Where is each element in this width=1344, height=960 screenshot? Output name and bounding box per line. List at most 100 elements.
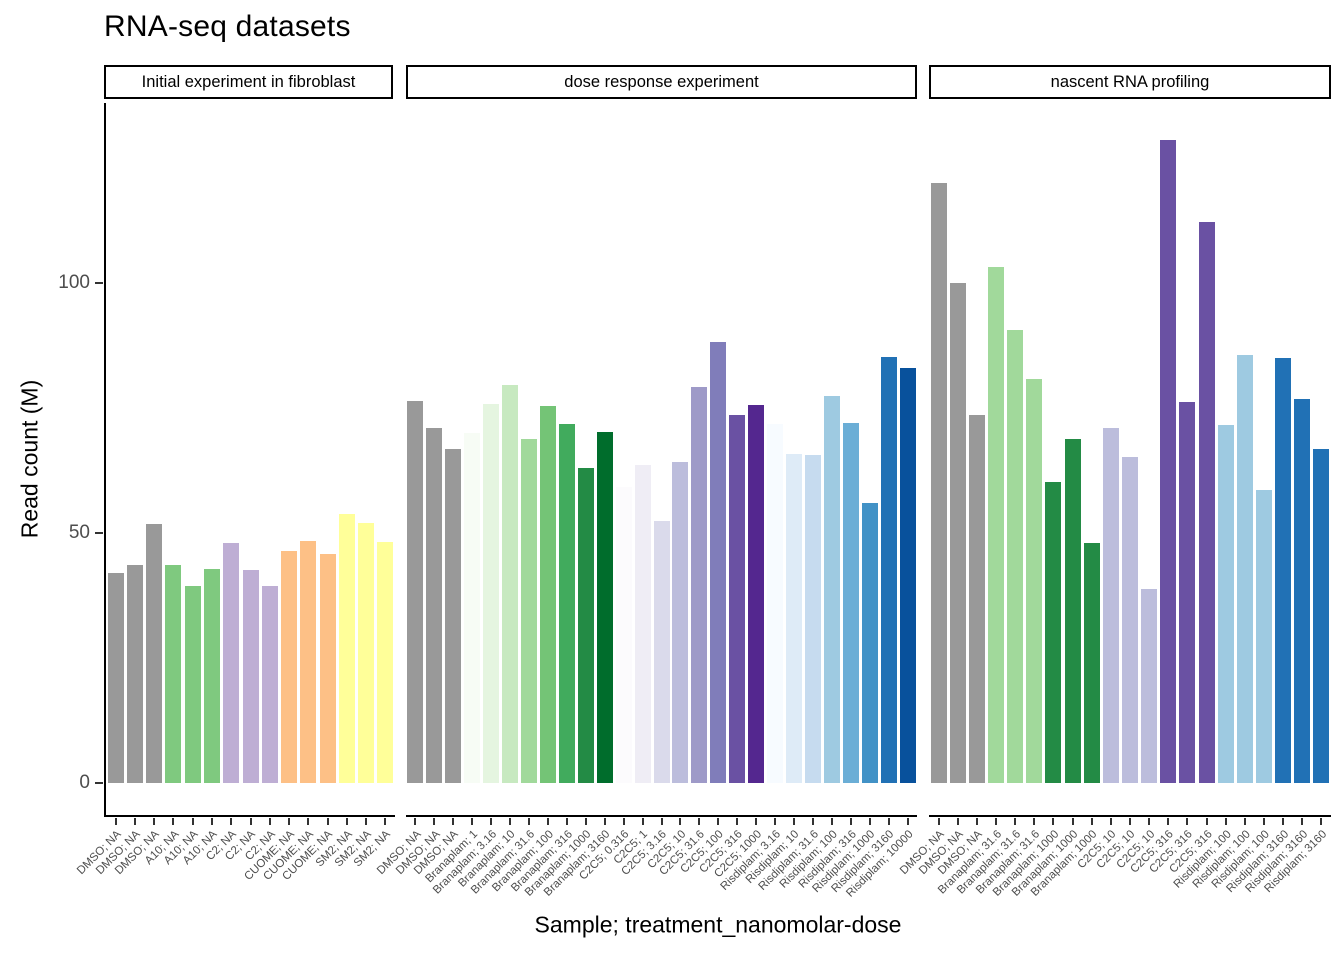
x-axis-tick: [1282, 818, 1285, 825]
bar: [223, 542, 240, 783]
x-axis-tick: [1263, 818, 1265, 825]
x-axis-tick: [509, 818, 512, 825]
facet-strip: dose response experiment: [406, 65, 917, 99]
bar: [1179, 402, 1196, 783]
bar: [1294, 399, 1311, 783]
bar: [729, 414, 746, 783]
bar: [502, 385, 519, 783]
x-axis-tick: [830, 818, 833, 825]
bar: [407, 401, 424, 783]
bar: [596, 431, 613, 783]
x-axis-tick: [887, 818, 890, 825]
bar: [577, 467, 594, 783]
facet-strip-label: nascent RNA profiling: [1050, 72, 1210, 91]
bar: [1160, 140, 1177, 783]
x-axis-tick: [679, 818, 682, 825]
bar: [1045, 481, 1062, 783]
bar: [1275, 357, 1292, 783]
x-axis-tick: [1301, 818, 1304, 825]
x-axis-title: Sample; treatment_nanomolar-dose: [534, 911, 902, 938]
x-axis-tick: [811, 818, 814, 825]
bar: [1256, 490, 1272, 783]
x-axis-tick: [849, 818, 852, 825]
x-axis-tick: [433, 818, 436, 825]
x-axis-tick: [660, 818, 663, 825]
x-axis-tick: [365, 818, 368, 825]
bar: [1026, 379, 1043, 783]
y-axis-tick: [95, 782, 103, 784]
x-axis-tick: [1148, 818, 1151, 825]
y-tick-label: 100: [58, 272, 90, 293]
bar: [988, 267, 1004, 783]
bar: [653, 521, 670, 783]
bar: [804, 454, 821, 783]
x-axis-tick: [471, 818, 474, 825]
bar: [146, 523, 163, 783]
bar: [1313, 448, 1330, 783]
bar: [107, 572, 124, 783]
bar: [930, 183, 947, 783]
x-axis-tick: [172, 818, 175, 825]
bar: [842, 422, 859, 783]
bar: [949, 283, 966, 783]
bar: [203, 568, 220, 783]
bar: [426, 427, 443, 783]
x-axis-tick: [288, 818, 291, 825]
x-axis-tick: [326, 818, 329, 825]
x-axis-tick: [1129, 818, 1131, 825]
bar: [377, 541, 394, 783]
bar: [319, 554, 336, 783]
x-axis-tick: [191, 818, 194, 825]
facet-panel: DMSO; NA DMSO; NA DMSO; NA A10; NA A10; NA A1…: [75, 103, 395, 883]
x-axis-tick: [230, 818, 233, 825]
bar: [1236, 355, 1253, 783]
bar: [672, 461, 689, 783]
bar: [615, 486, 632, 783]
x-axis-tick: [384, 818, 387, 825]
bar: [338, 513, 355, 783]
x-axis-tick: [755, 818, 758, 825]
x-axis-tick: [584, 818, 587, 825]
x-axis-tick: [1014, 818, 1017, 825]
bar: [1198, 222, 1215, 783]
bar: [281, 550, 298, 783]
y-axis-tick: [95, 282, 103, 284]
bar: [634, 464, 651, 783]
bar: [968, 415, 985, 783]
x-axis-tick: [937, 818, 940, 825]
x-axis-tick: [1167, 818, 1170, 825]
x-axis-tick: [906, 818, 909, 825]
x-axis-tick: [1090, 818, 1093, 825]
x-axis-tick: [414, 818, 417, 825]
facet-strip-label: Initial experiment in fibroblast: [141, 72, 356, 91]
x-axis-tick: [975, 818, 978, 825]
x-axis-tick: [345, 818, 348, 825]
bar: [445, 449, 462, 783]
x-axis-tick: [641, 818, 644, 825]
bar: [1102, 427, 1119, 783]
bar: [1122, 456, 1138, 783]
facet-strip: Initial experiment in fibroblast: [104, 65, 393, 99]
x-axis-tick: [792, 818, 795, 825]
x-axis-tick: [153, 818, 156, 825]
x-axis-tick: [868, 818, 871, 825]
x-axis-tick: [1320, 818, 1323, 825]
x-axis-tick: [1224, 818, 1227, 825]
bar: [165, 565, 182, 783]
y-tick-label: 50: [68, 522, 90, 543]
bar: [1064, 438, 1081, 783]
x-axis-tick: [1205, 818, 1208, 825]
bar: [464, 432, 481, 783]
x-axis-tick: [1071, 818, 1074, 825]
x-axis-tick: [774, 818, 777, 825]
facet-panel: DMSO; NA DMSO; NA DMSO; NA Branaplam; 1 Bran…: [375, 103, 917, 900]
bar: [861, 502, 878, 783]
x-axis-tick: [995, 818, 997, 825]
x-axis-tick: [490, 818, 493, 825]
bar: [710, 341, 727, 783]
bar: [691, 386, 708, 783]
bar: [899, 367, 916, 783]
bar: [539, 406, 556, 783]
x-axis-tick: [133, 818, 136, 825]
